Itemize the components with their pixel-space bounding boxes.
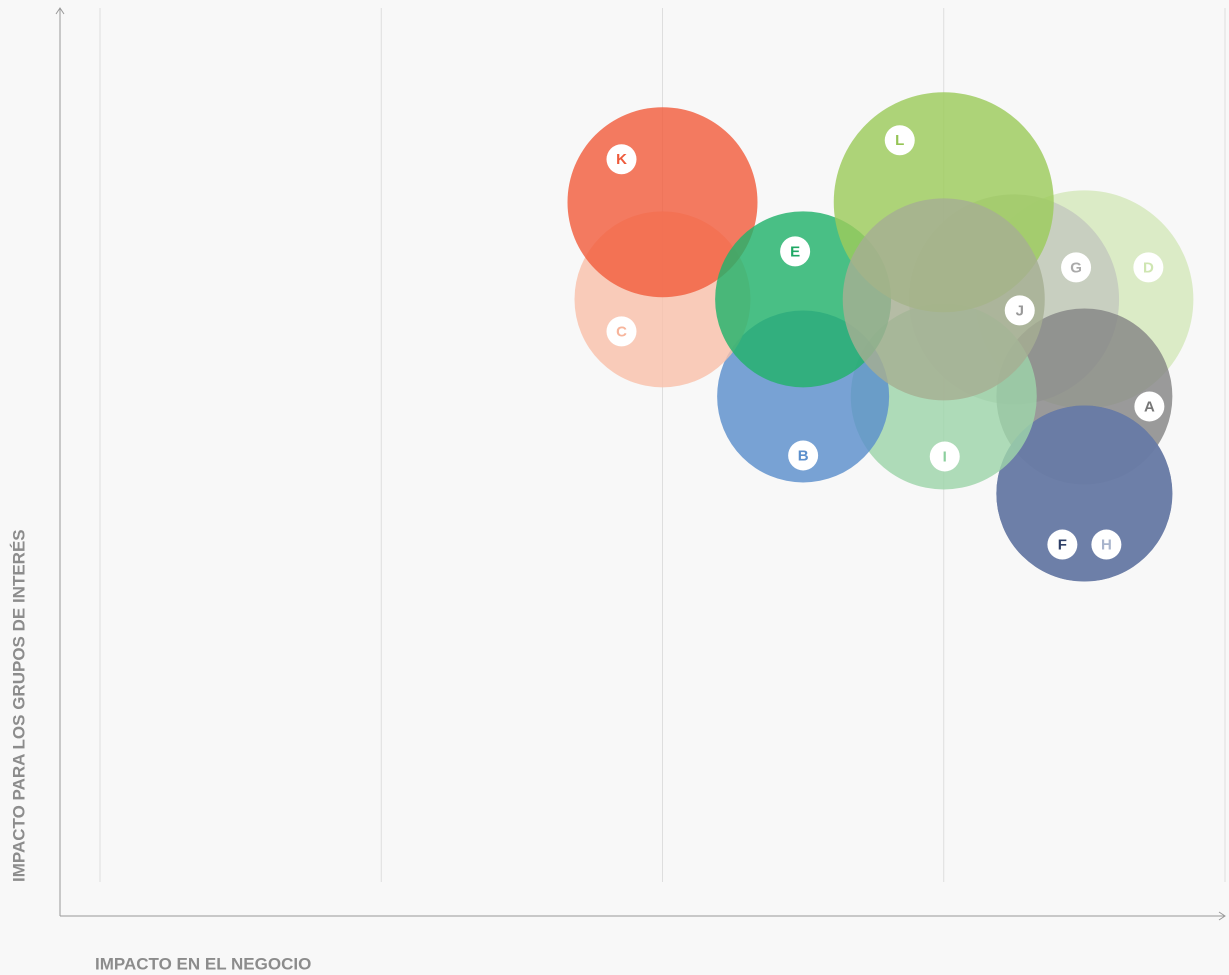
label-badge bbox=[1091, 529, 1122, 560]
label-badge bbox=[606, 144, 637, 175]
bubble-label: I bbox=[943, 448, 947, 465]
bubble bbox=[715, 211, 892, 388]
bubble-label: B bbox=[798, 447, 809, 464]
bubbles bbox=[567, 92, 1194, 582]
label-badge bbox=[1134, 391, 1165, 422]
bubble-label: E bbox=[790, 243, 800, 260]
bubble-label: C bbox=[616, 323, 627, 340]
bubble bbox=[842, 198, 1045, 401]
bubble-label: L bbox=[895, 132, 904, 149]
x-axis-title: IMPACTO EN EL NEGOCIO bbox=[95, 954, 311, 973]
bubble-labels: D G A F H I B C K E L J bbox=[606, 125, 1165, 560]
label-badge bbox=[606, 316, 637, 347]
label-badge bbox=[788, 440, 819, 471]
label-badge bbox=[1061, 252, 1092, 283]
label-badge bbox=[780, 236, 811, 267]
bubble-label: J bbox=[1016, 302, 1024, 319]
label-badge bbox=[1047, 529, 1078, 560]
bubble-label: A bbox=[1144, 398, 1155, 415]
bubble-label: H bbox=[1101, 537, 1112, 554]
label-badge bbox=[929, 441, 960, 472]
y-axis-title: IMPACTO PARA LOS GRUPOS DE INTERÉS bbox=[9, 529, 28, 882]
bubble bbox=[996, 405, 1173, 582]
label-badge bbox=[1133, 252, 1164, 283]
x-axis-arrow bbox=[1218, 911, 1226, 921]
label-badge bbox=[884, 125, 915, 156]
bubble-label: D bbox=[1143, 259, 1154, 276]
bubble-label: G bbox=[1070, 259, 1082, 276]
label-badge bbox=[1004, 295, 1035, 326]
bubble-label: F bbox=[1058, 537, 1067, 554]
bubble-label: K bbox=[616, 151, 627, 168]
y-axis-arrow bbox=[55, 7, 65, 15]
